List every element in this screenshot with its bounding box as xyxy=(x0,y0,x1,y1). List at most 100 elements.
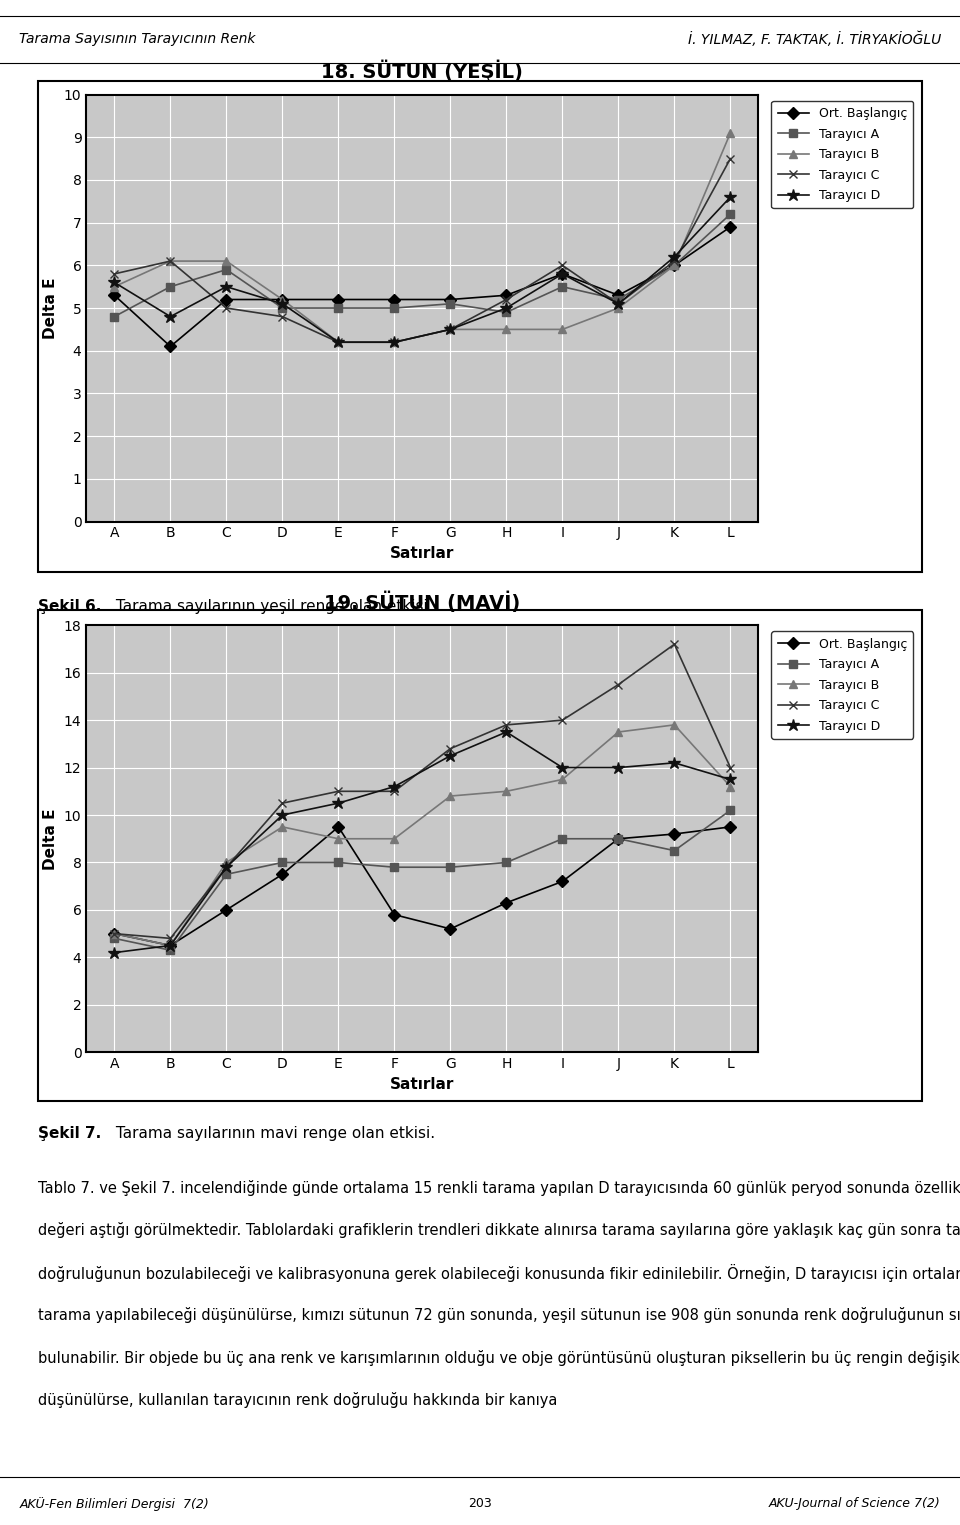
Line: Tarayıcı A: Tarayıcı A xyxy=(110,210,734,320)
Tarayıcı A xyxy=(332,299,344,317)
Tarayıcı C xyxy=(501,715,513,734)
Tarayıcı A xyxy=(164,941,176,959)
Tarayıcı A xyxy=(108,929,120,947)
Tarayıcı A xyxy=(164,278,176,296)
Tarayıcı D xyxy=(725,188,736,206)
Tarayıcı C xyxy=(389,782,400,801)
Line: Tarayıcı D: Tarayıcı D xyxy=(108,191,736,348)
Ort. Başlangıç xyxy=(612,830,624,848)
Tarayıcı C xyxy=(221,299,232,317)
Tarayıcı D xyxy=(221,859,232,877)
Tarayıcı B xyxy=(444,320,456,339)
Tarayıcı B xyxy=(276,817,288,836)
Tarayıcı D xyxy=(557,265,568,284)
Tarayıcı B xyxy=(612,299,624,317)
Tarayıcı B xyxy=(221,252,232,270)
Tarayıcı B xyxy=(389,830,400,848)
Ort. Başlangıç xyxy=(612,287,624,305)
Tarayıcı C xyxy=(332,782,344,801)
Tarayıcı A xyxy=(612,290,624,308)
Text: düşünülürse, kullanılan tarayıcının renk doğruluğu hakkında bir kanıya: düşünülürse, kullanılan tarayıcının renk… xyxy=(38,1392,558,1408)
Tarayıcı B xyxy=(108,278,120,296)
Ort. Başlangıç xyxy=(725,817,736,836)
Tarayıcı B xyxy=(501,782,513,801)
Tarayıcı C xyxy=(389,332,400,351)
Tarayıcı D xyxy=(332,332,344,351)
Tarayıcı D xyxy=(501,723,513,741)
Ort. Başlangıç xyxy=(725,218,736,236)
Tarayıcı A xyxy=(332,854,344,872)
Text: AKÜ-Fen Bilimleri Dergisi  7(2): AKÜ-Fen Bilimleri Dergisi 7(2) xyxy=(19,1498,209,1511)
Tarayıcı C xyxy=(164,929,176,947)
Tarayıcı C xyxy=(557,711,568,729)
Tarayıcı A xyxy=(221,865,232,883)
Tarayıcı A xyxy=(725,801,736,819)
Tarayıcı D xyxy=(501,299,513,317)
Tarayıcı B xyxy=(557,320,568,339)
Ort. Başlangıç xyxy=(221,901,232,920)
Tarayıcı D xyxy=(612,758,624,776)
Tarayıcı D xyxy=(276,294,288,313)
Legend: Ort. Başlangıç, Tarayıcı A, Tarayıcı B, Tarayıcı C, Tarayıcı D: Ort. Başlangıç, Tarayıcı A, Tarayıcı B, … xyxy=(772,101,914,209)
Ort. Başlangıç xyxy=(501,894,513,912)
Ort. Başlangıç xyxy=(389,906,400,924)
Tarayıcı C xyxy=(332,332,344,351)
Ort. Başlangıç xyxy=(276,290,288,308)
Text: doğruluğunun bozulabileceği ve kalibrasyonuna gerek olabileceği konusunda fikir : doğruluğunun bozulabileceği ve kalibrasy… xyxy=(38,1264,960,1283)
Ort. Başlangıç xyxy=(668,256,680,274)
Tarayıcı D xyxy=(221,278,232,296)
Ort. Başlangıç xyxy=(332,290,344,308)
Tarayıcı D xyxy=(444,320,456,339)
Tarayıcı D xyxy=(164,936,176,955)
Line: Tarayıcı A: Tarayıcı A xyxy=(110,807,734,955)
Tarayıcı A xyxy=(557,278,568,296)
Tarayıcı D xyxy=(276,805,288,824)
Text: İ. YILMAZ, F. TAKTAK, İ. TİRYAKİOĞLU: İ. YILMAZ, F. TAKTAK, İ. TİRYAKİOĞLU xyxy=(687,32,941,47)
Ort. Başlangıç xyxy=(444,920,456,938)
Tarayıcı B xyxy=(108,924,120,942)
Tarayıcı C xyxy=(612,294,624,313)
Text: bulunabilir. Bir objede bu üç ana renk ve karışımlarının olduğu ve obje görüntüs: bulunabilir. Bir objede bu üç ana renk v… xyxy=(38,1350,960,1366)
Tarayıcı D xyxy=(164,308,176,326)
Tarayıcı C xyxy=(725,149,736,168)
Tarayıcı C xyxy=(612,676,624,694)
Tarayıcı A xyxy=(276,299,288,317)
Tarayıcı D xyxy=(108,273,120,291)
Tarayıcı B xyxy=(276,290,288,308)
Line: Tarayıcı C: Tarayıcı C xyxy=(110,640,734,942)
Tarayıcı A xyxy=(444,294,456,313)
Tarayıcı C xyxy=(108,265,120,284)
Line: Ort. Başlangıç: Ort. Başlangıç xyxy=(110,822,734,950)
Tarayıcı A xyxy=(389,299,400,317)
Tarayıcı D xyxy=(725,770,736,788)
Tarayıcı B xyxy=(164,252,176,270)
Tarayıcı A xyxy=(108,308,120,326)
Tarayıcı C xyxy=(108,924,120,942)
Tarayıcı B xyxy=(221,854,232,872)
Ort. Başlangıç xyxy=(389,290,400,308)
Tarayıcı A xyxy=(501,854,513,872)
Legend: Ort. Başlangıç, Tarayıcı A, Tarayıcı B, Tarayıcı C, Tarayıcı D: Ort. Başlangıç, Tarayıcı A, Tarayıcı B, … xyxy=(772,631,914,740)
Ort. Başlangıç xyxy=(164,936,176,955)
Tarayıcı C xyxy=(668,634,680,653)
Tarayıcı D xyxy=(668,753,680,772)
Text: değeri aştığı görülmektedir. Tablolardaki grafiklerin trendleri dikkate alınırsa: değeri aştığı görülmektedir. Tablolardak… xyxy=(38,1223,960,1238)
Line: Tarayıcı C: Tarayıcı C xyxy=(110,154,734,346)
Text: Tarama sayılarının mavi renge olan etkisi.: Tarama sayılarının mavi renge olan etkis… xyxy=(110,1125,435,1141)
Tarayıcı A xyxy=(389,859,400,877)
Tarayıcı B xyxy=(501,320,513,339)
Tarayıcı D xyxy=(332,795,344,813)
Tarayıcı A xyxy=(612,830,624,848)
Tarayıcı B xyxy=(444,787,456,805)
Tarayıcı B xyxy=(612,723,624,741)
Tarayıcı B xyxy=(389,332,400,351)
Ort. Başlangıç xyxy=(276,865,288,883)
Ort. Başlangıç xyxy=(444,290,456,308)
Tarayıcı A xyxy=(725,204,736,223)
Text: Tarama sayılarının yeşil renge olan etkisi.: Tarama sayılarının yeşil renge olan etki… xyxy=(110,599,432,613)
Ort. Başlangıç xyxy=(557,265,568,284)
Tarayıcı A xyxy=(276,854,288,872)
Tarayıcı D xyxy=(389,332,400,351)
X-axis label: Satırlar: Satırlar xyxy=(390,546,455,561)
Tarayıcı D xyxy=(612,294,624,313)
